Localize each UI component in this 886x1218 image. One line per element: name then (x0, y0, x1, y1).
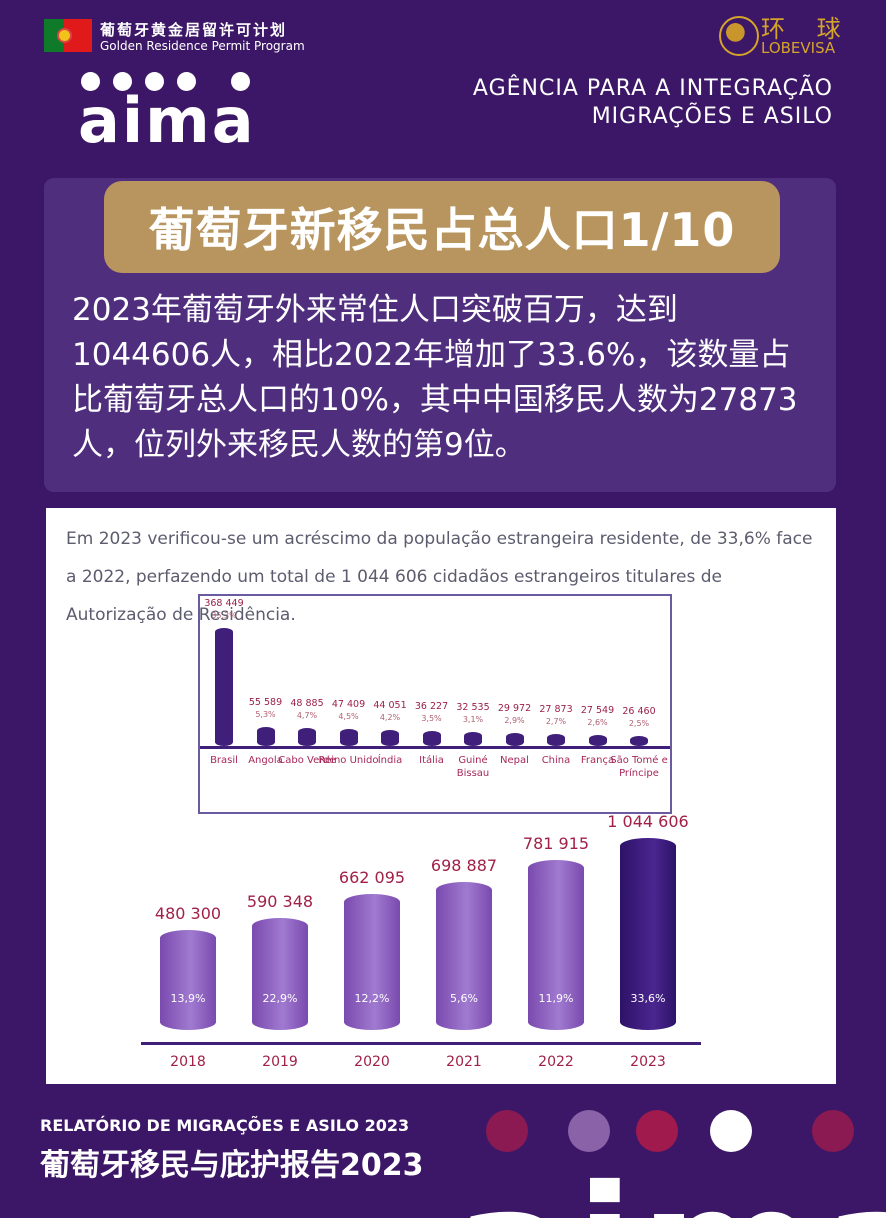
bar-percent-label: 2,7% (545, 717, 567, 726)
nationality-chart: 368 449 35,3% Brasil 55 589 5,3% Angola 48 885… (198, 594, 672, 814)
bar-percent-label: 4,7% (296, 711, 318, 720)
bar (505, 733, 524, 746)
year-bar (160, 930, 216, 1030)
report-title-cn: 葡萄牙移民与庇护报告2023 (40, 1148, 424, 1183)
bar-value-label: 26 460 (622, 706, 656, 717)
bar-percent-label: 35,3% (211, 611, 237, 620)
agency-name-line2: MIGRAÇÕES E ASILO (591, 104, 833, 129)
bar-value-label: 47 409 (331, 699, 366, 710)
year-label: 2022 (538, 1054, 574, 1070)
bar (256, 727, 275, 746)
chart-panel: Em 2023 verificou-se um acréscimo da pop… (44, 506, 838, 1086)
globevisa-logo: 环 球 LOBEVISA (719, 16, 853, 56)
bar (298, 728, 316, 746)
bar-percent-label: 4,5% (338, 712, 359, 721)
year-label: 2023 (630, 1054, 666, 1070)
portugal-flag-icon (44, 19, 92, 52)
logo-dot (812, 1110, 854, 1152)
aima-large-logo: aima (455, 1164, 886, 1218)
year-value-label: 662 095 (338, 868, 406, 887)
year-value-label: 480 300 (154, 904, 222, 923)
category-label: Reino Unido (318, 755, 379, 766)
program-title-en: Golden Residence Permit Program (100, 39, 305, 53)
category-label: Angola (248, 755, 283, 766)
year-growth-label: 5,6% (450, 992, 478, 1005)
bar (630, 736, 648, 746)
logo-dot (486, 1110, 528, 1152)
year-bar (344, 894, 400, 1030)
bar-value-label: 48 885 (290, 698, 324, 709)
bar (381, 730, 399, 746)
category-label: China (541, 755, 571, 766)
year-value-label: 698 887 (430, 856, 498, 875)
category-label: Cabo Verde (278, 755, 336, 766)
year-value-label: 781 915 (522, 834, 590, 853)
intro-text: 2023年葡萄牙外来常住人口突破百万，达到1044606人，相比2022年增加了… (72, 292, 798, 463)
year-label: 2019 (262, 1054, 298, 1070)
bar-percent-label: 3,5% (421, 714, 442, 723)
logo-dot (636, 1110, 678, 1152)
year-growth-label: 11,9% (538, 992, 574, 1005)
yearly-chart-axis (141, 1042, 701, 1045)
year-value-label: 590 348 (246, 892, 314, 911)
bar-value-label: 32 535 (456, 702, 490, 713)
panel-description: Em 2023 verificou-se um acréscimo da pop… (66, 529, 813, 625)
year-value-label: 1 044 606 (607, 812, 689, 831)
bar-percent-label: 4,2% (379, 713, 401, 722)
bar-percent-label: 2,5% (628, 719, 650, 728)
bar-value-label: 29 972 (497, 703, 532, 714)
globe-icon (719, 16, 759, 56)
year-bar (528, 860, 584, 1030)
bar-value-label: 368 449 (204, 598, 244, 609)
bar-value-label: 55 589 (248, 697, 283, 708)
category-label: Nepal (500, 755, 529, 766)
year-bar (252, 918, 308, 1030)
bar (588, 735, 607, 746)
program-title-cn: 葡萄牙黄金居留许可计划 (100, 21, 288, 39)
category-label: Brasil (210, 755, 238, 766)
bar-value-label: 36 227 (414, 701, 449, 712)
category-label: São Tomé e Príncipe (610, 755, 668, 779)
bar (422, 731, 441, 746)
agency-name-line1: AGÊNCIA PARA A INTEGRAÇÃO (472, 76, 833, 101)
bar-value-label: 27 549 (580, 705, 615, 716)
bar-percent-label: 2,9% (504, 716, 525, 725)
bar (215, 628, 233, 746)
bar (464, 732, 482, 746)
bar-percent-label: 2,6% (587, 718, 608, 727)
bar-percent-label: 5,3% (255, 710, 276, 719)
report-title-pt: RELATÓRIO DE MIGRAÇÕES E ASILO 2023 (40, 1116, 410, 1135)
year-growth-label: 33,6% (630, 992, 666, 1005)
year-bar (436, 882, 492, 1030)
bar-percent-label: 3,1% (462, 715, 484, 724)
year-label: 2018 (170, 1054, 206, 1070)
bar-value-label: 27 873 (539, 704, 573, 715)
nationality-chart-axis (200, 746, 670, 749)
category-label: França (580, 755, 615, 766)
bar (339, 729, 358, 746)
year-label: 2021 (446, 1054, 482, 1070)
logo-dot (710, 1110, 752, 1152)
bar-value-label: 44 051 (373, 700, 407, 711)
bar (547, 734, 565, 746)
year-bar (620, 838, 676, 1030)
year-growth-label: 13,9% (170, 992, 206, 1005)
year-label: 2020 (354, 1054, 390, 1070)
year-growth-label: 22,9% (262, 992, 298, 1005)
category-label: Índia (377, 755, 403, 766)
aima-logo: aima (78, 72, 254, 157)
year-growth-label: 12,2% (354, 992, 390, 1005)
headline-banner: 葡萄牙新移民占总人口1/10 (104, 181, 780, 273)
category-label: Itália (419, 755, 444, 766)
category-label: Guiné Bissau (456, 755, 490, 779)
logo-dot (568, 1110, 610, 1152)
